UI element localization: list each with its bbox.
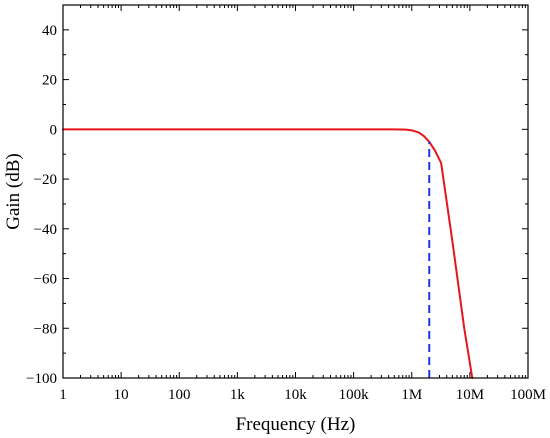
- x-tick-label: 100: [168, 387, 191, 403]
- x-tick-label: 100k: [339, 387, 370, 403]
- y-tick-label: 40: [42, 23, 57, 39]
- y-tick-label: 20: [42, 73, 57, 89]
- plot-frame: [62, 4, 529, 379]
- gain-curve-line: [62, 128, 474, 379]
- x-tick-label: 1k: [230, 387, 246, 403]
- y-tick-label: −100: [26, 371, 57, 387]
- x-tick-label: 100M: [510, 387, 546, 403]
- series-layer: [62, 128, 474, 379]
- x-tick-label: 1: [59, 387, 67, 403]
- x-tick-label: 10k: [284, 387, 307, 403]
- x-tick-labels: 1 10 100 1k 10k 100k 1M 10M 100M: [59, 387, 546, 403]
- y-tick-label: −60: [34, 272, 57, 288]
- y-tick-label: −40: [34, 222, 57, 238]
- x-tick-label: 1M: [401, 387, 422, 403]
- x-axis-label: Frequency (Hz): [236, 414, 356, 435]
- y-tick-labels: 40 20 0 −20 −40 −60 −80 −100: [26, 23, 57, 387]
- plot-area: [63, 5, 528, 378]
- y-tick-label: −80: [34, 321, 57, 337]
- y-tick-label: −20: [34, 172, 57, 188]
- y-axis-label: Gain (dB): [3, 153, 24, 230]
- y-tick-label: 0: [50, 122, 58, 138]
- x-tick-label: 10M: [456, 387, 484, 403]
- x-tick-label: 10: [114, 387, 129, 403]
